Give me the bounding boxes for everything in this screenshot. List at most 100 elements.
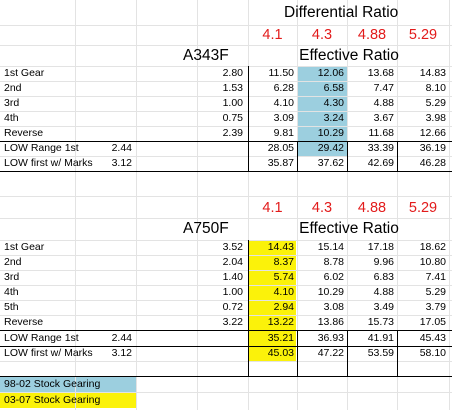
- eff-ratio-5.29: 3.98: [425, 112, 446, 124]
- gear-label: 2nd: [4, 256, 22, 268]
- ratio-header-4.1: 4.1: [262, 27, 283, 43]
- ratio-header-4.3: 4.3: [311, 27, 333, 43]
- grid-line-h: [0, 255, 452, 256]
- eff-ratio-4.88: 33.39: [367, 142, 394, 154]
- eff-ratio-5.29: 14.83: [419, 67, 446, 79]
- gear-label: Reverse: [4, 127, 44, 139]
- low-ratio: 2.44: [111, 332, 132, 344]
- eff-ratio-4.88: 53.59: [367, 347, 394, 359]
- eff-ratio-4.88: 17.18: [367, 241, 394, 253]
- ratio-header-4.88: 4.88: [357, 27, 387, 43]
- eff-ratio-4.88: 3.49: [373, 301, 394, 313]
- eff-ratio-5.29: 5.29: [425, 97, 446, 109]
- grid-line-h: [0, 196, 452, 197]
- eff-ratio-4.3: 8.78: [323, 256, 344, 268]
- ratio-header-5.29: 5.29: [408, 27, 438, 43]
- grid-line-v: [197, 0, 198, 410]
- gear-ratio: 0.72: [222, 301, 243, 313]
- eff-ratio-4.1: 5.74: [273, 271, 294, 283]
- low-ratio: 2.44: [111, 142, 132, 154]
- eff-ratio-4.3: 3.24: [323, 112, 344, 124]
- border-line: [0, 330, 452, 331]
- eff-ratio-4.1: 11.50: [268, 67, 295, 79]
- eff-ratio-4.1: 8.37: [273, 256, 294, 268]
- eff-ratio-4.1: 14.43: [267, 241, 294, 253]
- gear-label: 1st Gear: [4, 241, 45, 253]
- eff-ratio-4.1: 13.22: [267, 316, 294, 328]
- eff-ratio-4.3: 3.08: [323, 301, 344, 313]
- eff-ratio-4.88: 41.91: [367, 332, 394, 344]
- border-line: [0, 171, 452, 172]
- gear-ratio: 3.52: [222, 241, 243, 253]
- gear-label: 1st Gear: [4, 67, 45, 79]
- eff-ratio-4.88: 4.88: [373, 286, 394, 298]
- border-line: [0, 376, 452, 377]
- legend-yellow-swatch: [0, 392, 136, 408]
- grid-line-h: [0, 45, 452, 46]
- grid-line-h: [0, 218, 452, 219]
- grid-line-h: [0, 66, 452, 67]
- eff-ratio-4.3: 6.58: [323, 82, 344, 94]
- grid-line-h: [0, 156, 452, 157]
- eff-ratio-4.1: 3.09: [273, 112, 294, 124]
- eff-ratio-4.3: 15.14: [317, 241, 344, 253]
- border-line: [347, 330, 348, 376]
- gear-label: Reverse: [4, 316, 44, 328]
- a343f-model-title: A343F: [183, 47, 229, 64]
- border-line: [297, 141, 298, 171]
- border-line: [347, 141, 348, 171]
- gear-label: 4th: [4, 112, 19, 124]
- differential-ratio-title: Differential Ratio: [284, 4, 399, 21]
- gear-label: 5th: [4, 301, 19, 313]
- low-label: LOW first w/ Marks: [4, 347, 93, 359]
- gear-ratio: 1.53: [222, 82, 243, 94]
- low-ratio: 3.12: [111, 157, 132, 169]
- eff-ratio-5.29: 58.10: [419, 347, 446, 359]
- eff-ratio-5.29: 46.28: [419, 157, 446, 169]
- eff-ratio-5.29: 5.29: [425, 286, 446, 298]
- border-line: [0, 141, 452, 142]
- gear-ratio: 3.22: [222, 316, 243, 328]
- eff-ratio-4.3: 10.29: [317, 286, 344, 298]
- grid-line-v: [347, 0, 348, 410]
- gear-ratio: 1.00: [222, 97, 243, 109]
- grid-line-h: [0, 361, 452, 362]
- grid-line-h: [0, 285, 452, 286]
- legend-blue-label: 98-02 Stock Gearing: [4, 378, 101, 390]
- grid-line-h: [0, 126, 452, 127]
- border-line: [397, 141, 398, 171]
- highlight-a750-4.1-column: [248, 240, 296, 362]
- border-line: [0, 346, 452, 347]
- grid-line-h: [0, 300, 452, 301]
- eff-ratio-4.88: 3.67: [373, 112, 394, 124]
- eff-ratio-4.3: 36.93: [317, 332, 344, 344]
- eff-ratio-4.88: 42.69: [367, 157, 394, 169]
- a750f-ratio-header-4.88: 4.88: [357, 200, 387, 216]
- a750f-ratio-header-4.1: 4.1: [262, 200, 283, 216]
- border-line: [397, 330, 398, 376]
- eff-ratio-4.1: 2.94: [273, 301, 294, 313]
- eff-ratio-4.1: 4.10: [273, 286, 294, 298]
- grid-line-h: [0, 25, 452, 26]
- eff-ratio-4.88: 4.88: [373, 97, 394, 109]
- eff-ratio-4.88: 15.73: [367, 316, 394, 328]
- gear-label: 2nd: [4, 82, 22, 94]
- eff-ratio-4.1: 6.28: [273, 82, 294, 94]
- eff-ratio-5.29: 3.79: [425, 301, 446, 313]
- eff-ratio-5.29: 45.43: [419, 332, 446, 344]
- eff-ratio-5.29: 8.10: [425, 82, 446, 94]
- low-ratio: 3.12: [111, 347, 132, 359]
- eff-ratio-4.3: 12.06: [317, 67, 344, 79]
- low-label: LOW Range 1st: [4, 332, 79, 344]
- grid-line-h: [0, 392, 452, 393]
- grid-line-v: [75, 0, 76, 410]
- eff-ratio-4.3: 6.02: [323, 271, 344, 283]
- eff-ratio-5.29: 10.80: [419, 256, 446, 268]
- eff-ratio-5.29: 18.62: [419, 241, 446, 253]
- eff-ratio-5.29: 36.19: [419, 142, 446, 154]
- eff-ratio-5.29: 7.41: [425, 271, 446, 283]
- eff-ratio-4.1: 4.10: [273, 97, 294, 109]
- border-line: [297, 330, 298, 376]
- grid-line-h: [0, 81, 452, 82]
- gear-ratio: 0.75: [222, 112, 243, 124]
